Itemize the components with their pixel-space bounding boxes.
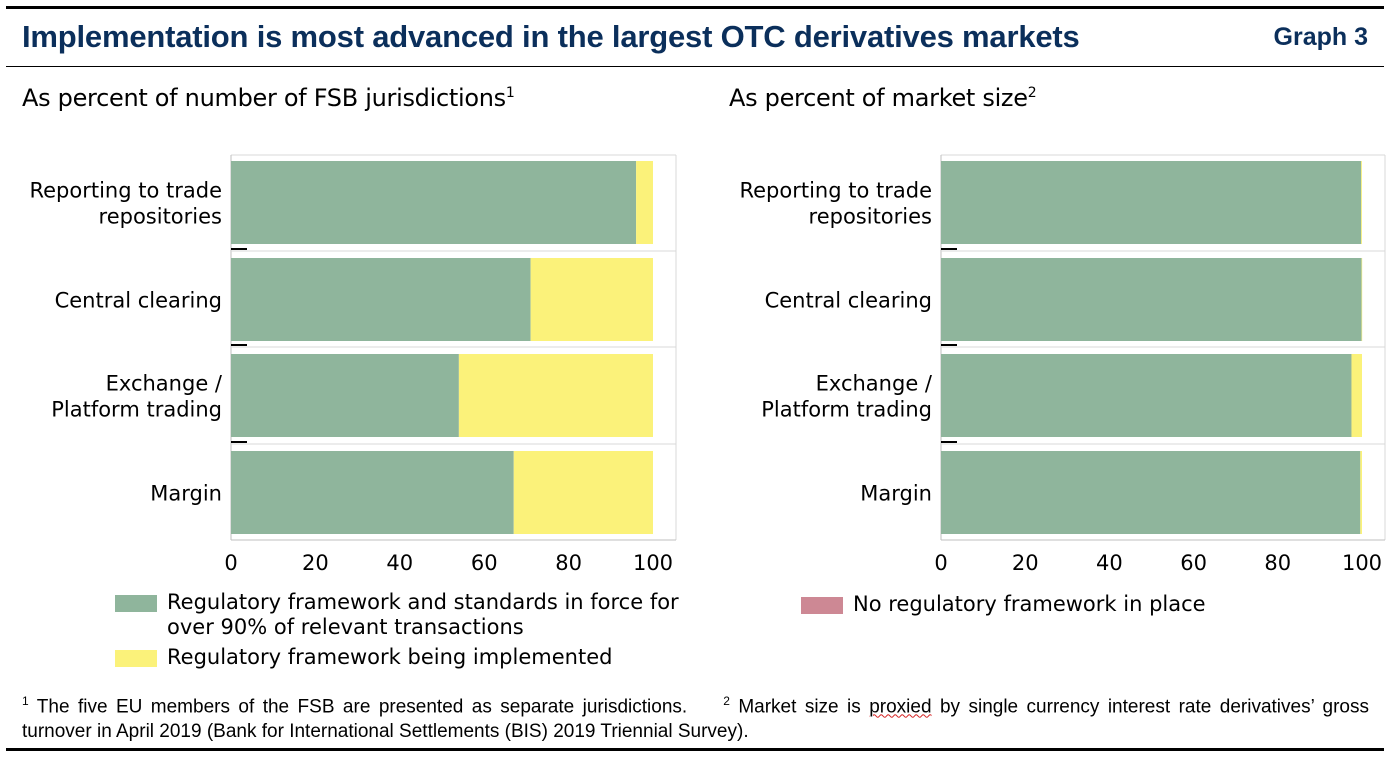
legend-label-no-framework: No regulatory framework in place xyxy=(853,592,1206,616)
left-category-label-4: Margin xyxy=(150,482,222,506)
right-category-label-3: Exchange / Platform trading xyxy=(761,372,933,422)
left-x-tick-0: 0 xyxy=(224,551,237,575)
left-bar-2-being-implemented xyxy=(530,258,653,341)
right-category-label-1-line-1: Reporting to trade xyxy=(739,179,932,203)
right-category-label-3-line-2: Platform trading xyxy=(761,398,932,422)
graph-title: Implementation is most advanced in the l… xyxy=(22,19,1080,54)
legend-swatch-in-force xyxy=(115,595,157,612)
right-x-tick-0: 0 xyxy=(934,551,947,575)
legend-label-being-implemented: Regulatory framework being implemented xyxy=(167,645,613,669)
left-bar-2-in-force xyxy=(231,258,531,341)
left-x-tick-20: 20 xyxy=(302,551,329,575)
footnote-2-mark: 2 xyxy=(723,694,730,708)
title-divider xyxy=(6,66,1384,67)
right-bar-4-being-implemented xyxy=(1360,451,1362,534)
footnote-2-text-end: by single currency interest rate derivat… xyxy=(22,696,1369,743)
left-category-label-3: Exchange / Platform trading xyxy=(51,372,223,422)
left-x-tick-60: 60 xyxy=(471,551,498,575)
left-category-label-2: Central clearing xyxy=(55,289,222,313)
bottom-rule xyxy=(6,748,1384,751)
footnote-2-flagged-word: proxied xyxy=(869,696,932,718)
left-category-label-1-line-1: Reporting to trade xyxy=(29,179,222,203)
graph-number: Graph 3 xyxy=(1273,23,1368,51)
right-x-tick-20: 20 xyxy=(1012,551,1039,575)
right-bar-2-being-implemented xyxy=(1361,258,1363,341)
legend-swatch-being-implemented xyxy=(115,650,157,667)
footnotes: 1 The five EU members of the FSB are pre… xyxy=(22,689,1369,744)
left-bar-3-being-implemented xyxy=(458,354,653,437)
footnote-2-text-start: Market size is xyxy=(738,696,861,718)
right-category-label-2: Central clearing xyxy=(765,289,932,313)
left-bar-1-in-force xyxy=(231,161,637,244)
right-bar-1-being-implemented xyxy=(1361,161,1362,244)
left-category-label-1: Reporting to trade repositories xyxy=(29,179,222,229)
right-x-tick-40: 40 xyxy=(1096,551,1123,575)
right-panel-footnote-mark: 2 xyxy=(1027,85,1037,101)
right-x-tick-60: 60 xyxy=(1180,551,1207,575)
left-x-tick-80: 80 xyxy=(555,551,582,575)
left-bar-4-being-implemented xyxy=(513,451,653,534)
right-bar-2-in-force xyxy=(941,258,1362,341)
right-x-tick-80: 80 xyxy=(1264,551,1291,575)
right-bar-3-in-force xyxy=(941,354,1352,437)
left-panel-title-text: As percent of number of FSB jurisdiction… xyxy=(22,84,506,112)
left-bar-4-in-force xyxy=(231,451,514,534)
right-category-label-4-line-1: Margin xyxy=(860,482,932,506)
legend-label-in-force-line2: over 90% of relevant transactions xyxy=(167,615,524,639)
right-category-label-2-line-1: Central clearing xyxy=(765,289,932,313)
right-bar-1-in-force xyxy=(941,161,1362,244)
footnote-1-mark: 1 xyxy=(22,694,29,708)
left-panel-footnote-mark: 1 xyxy=(505,85,515,101)
left-x-tick-100: 100 xyxy=(633,551,673,575)
right-panel-title-text: As percent of market size xyxy=(729,84,1028,112)
left-category-label-3-line-2: Platform trading xyxy=(51,398,222,422)
left-panel-title: As percent of number of FSB jurisdiction… xyxy=(22,84,515,112)
legend-swatch-no-framework xyxy=(801,597,843,614)
right-bar-3-being-implemented xyxy=(1351,354,1362,437)
left-x-tick-40: 40 xyxy=(386,551,413,575)
right-x-tick-100: 100 xyxy=(1342,551,1382,575)
right-category-label-1-line-2: repositories xyxy=(809,205,932,229)
right-bar-4-in-force xyxy=(941,451,1361,534)
right-category-label-4: Margin xyxy=(860,482,932,506)
legend-label-in-force-line1: Regulatory framework and standards in fo… xyxy=(167,590,679,614)
left-category-label-2-line-1: Central clearing xyxy=(55,289,222,313)
top-rule xyxy=(6,6,1384,9)
left-bar-3-in-force xyxy=(231,354,459,437)
footnote-1-text: The five EU members of the FSB are prese… xyxy=(36,696,688,718)
left-category-label-4-line-1: Margin xyxy=(150,482,222,506)
right-category-label-3-line-1: Exchange / xyxy=(816,372,933,396)
left-category-label-3-line-1: Exchange / xyxy=(106,372,223,396)
right-panel-title: As percent of market size2 xyxy=(729,84,1037,112)
left-category-label-1-line-2: repositories xyxy=(99,205,222,229)
left-bar-1-being-implemented xyxy=(636,161,653,244)
right-category-label-1: Reporting to trade repositories xyxy=(739,179,932,229)
